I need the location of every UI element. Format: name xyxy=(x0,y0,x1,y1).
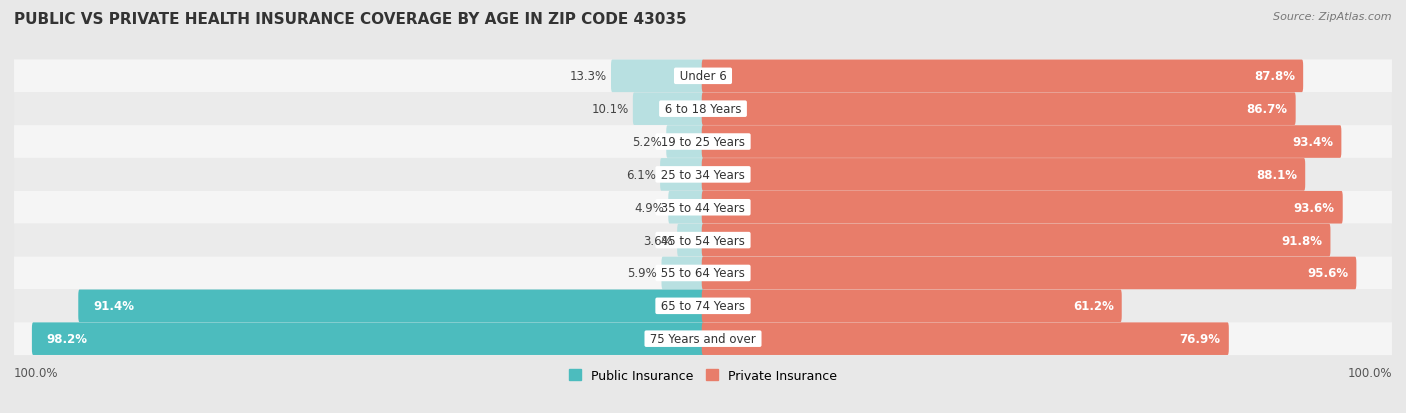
Text: 95.6%: 95.6% xyxy=(1308,267,1348,280)
Text: 3.6%: 3.6% xyxy=(643,234,673,247)
FancyBboxPatch shape xyxy=(14,191,1392,224)
Text: 25 to 34 Years: 25 to 34 Years xyxy=(657,169,749,181)
Text: 86.7%: 86.7% xyxy=(1247,103,1288,116)
Text: 87.8%: 87.8% xyxy=(1254,70,1295,83)
FancyBboxPatch shape xyxy=(702,224,1330,257)
Text: 4.9%: 4.9% xyxy=(634,201,664,214)
Text: Source: ZipAtlas.com: Source: ZipAtlas.com xyxy=(1274,12,1392,22)
Text: Under 6: Under 6 xyxy=(676,70,730,83)
Text: 93.4%: 93.4% xyxy=(1292,136,1333,149)
FancyBboxPatch shape xyxy=(14,93,1392,126)
Text: 76.9%: 76.9% xyxy=(1180,332,1220,345)
FancyBboxPatch shape xyxy=(661,257,704,290)
FancyBboxPatch shape xyxy=(702,126,1341,159)
Text: 6 to 18 Years: 6 to 18 Years xyxy=(661,103,745,116)
Text: 5.9%: 5.9% xyxy=(627,267,657,280)
Text: 88.1%: 88.1% xyxy=(1256,169,1298,181)
FancyBboxPatch shape xyxy=(14,323,1392,355)
Text: 13.3%: 13.3% xyxy=(569,70,607,83)
FancyBboxPatch shape xyxy=(702,60,1303,93)
Text: 35 to 44 Years: 35 to 44 Years xyxy=(657,201,749,214)
Text: 98.2%: 98.2% xyxy=(46,332,87,345)
FancyBboxPatch shape xyxy=(666,126,704,159)
FancyBboxPatch shape xyxy=(678,224,704,257)
Text: 19 to 25 Years: 19 to 25 Years xyxy=(657,136,749,149)
FancyBboxPatch shape xyxy=(79,290,704,322)
FancyBboxPatch shape xyxy=(612,60,704,93)
Text: 91.8%: 91.8% xyxy=(1281,234,1323,247)
FancyBboxPatch shape xyxy=(633,93,704,126)
FancyBboxPatch shape xyxy=(702,323,1229,355)
FancyBboxPatch shape xyxy=(702,159,1305,191)
Text: 100.0%: 100.0% xyxy=(14,366,59,379)
FancyBboxPatch shape xyxy=(32,323,704,355)
FancyBboxPatch shape xyxy=(14,257,1392,290)
Text: 65 to 74 Years: 65 to 74 Years xyxy=(657,299,749,313)
FancyBboxPatch shape xyxy=(702,192,1343,224)
FancyBboxPatch shape xyxy=(668,192,704,224)
Legend: Public Insurance, Private Insurance: Public Insurance, Private Insurance xyxy=(568,369,838,382)
FancyBboxPatch shape xyxy=(702,257,1357,290)
FancyBboxPatch shape xyxy=(14,290,1392,323)
Text: PUBLIC VS PRIVATE HEALTH INSURANCE COVERAGE BY AGE IN ZIP CODE 43035: PUBLIC VS PRIVATE HEALTH INSURANCE COVER… xyxy=(14,12,686,27)
Text: 61.2%: 61.2% xyxy=(1073,299,1114,313)
Text: 93.6%: 93.6% xyxy=(1294,201,1334,214)
Text: 55 to 64 Years: 55 to 64 Years xyxy=(657,267,749,280)
FancyBboxPatch shape xyxy=(661,159,704,191)
FancyBboxPatch shape xyxy=(14,159,1392,191)
Text: 75 Years and over: 75 Years and over xyxy=(647,332,759,345)
FancyBboxPatch shape xyxy=(14,224,1392,257)
Text: 6.1%: 6.1% xyxy=(626,169,657,181)
Text: 100.0%: 100.0% xyxy=(1347,366,1392,379)
Text: 10.1%: 10.1% xyxy=(592,103,628,116)
Text: 91.4%: 91.4% xyxy=(93,299,134,313)
FancyBboxPatch shape xyxy=(702,93,1296,126)
Text: 5.2%: 5.2% xyxy=(633,136,662,149)
Text: 45 to 54 Years: 45 to 54 Years xyxy=(657,234,749,247)
FancyBboxPatch shape xyxy=(14,126,1392,159)
FancyBboxPatch shape xyxy=(702,290,1122,322)
FancyBboxPatch shape xyxy=(14,60,1392,93)
